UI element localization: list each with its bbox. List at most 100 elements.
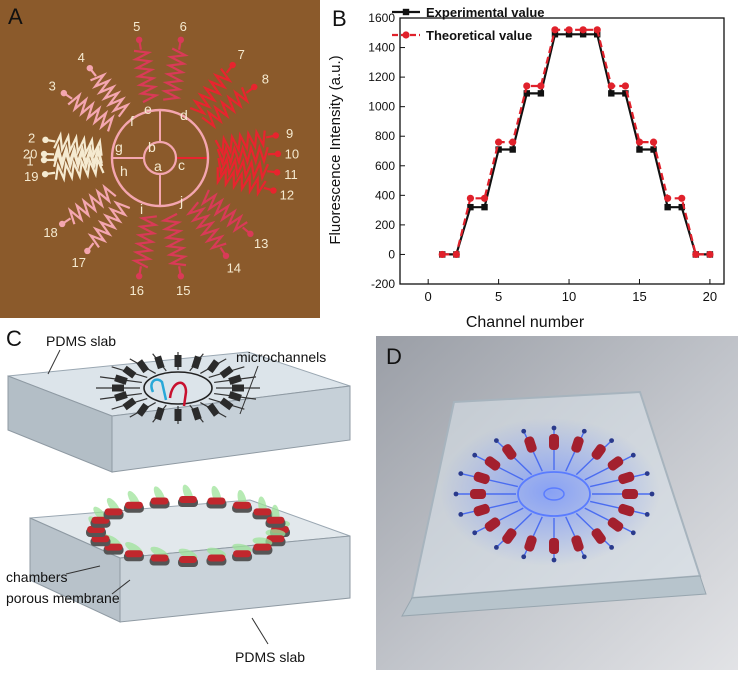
port-number: 18: [43, 225, 57, 240]
data-point: [481, 204, 487, 210]
port-inlet: [631, 530, 636, 535]
junction-letter: g: [115, 139, 123, 155]
serpentine-block: [232, 385, 244, 392]
port-number: 15: [176, 283, 190, 298]
port-inlet: [494, 438, 499, 443]
data-point: [523, 82, 530, 89]
chamber: [125, 550, 143, 557]
port-inlet: [521, 429, 526, 434]
junction-letter: i: [140, 201, 143, 217]
port-number: 7: [238, 47, 245, 62]
y-tick-label: -200: [371, 277, 395, 291]
port-inlet: [582, 429, 587, 434]
junction-letter: c: [178, 157, 185, 173]
port-number: 20: [23, 146, 37, 161]
port-inlet: [59, 221, 65, 227]
junction-letter: e: [144, 101, 152, 117]
data-point: [537, 82, 544, 89]
port-inlet: [178, 273, 184, 279]
port-inlet: [472, 530, 477, 535]
port-inlet: [645, 512, 650, 517]
chamber: [233, 502, 251, 509]
data-point: [580, 26, 587, 33]
legend-marker: [403, 9, 409, 15]
port-number: 3: [49, 78, 56, 93]
junction-letter: h: [120, 163, 128, 179]
chamber: [105, 508, 123, 515]
chamber: [549, 538, 559, 554]
data-point: [551, 26, 558, 33]
serpentine-block: [175, 355, 182, 367]
data-point: [706, 251, 713, 258]
y-tick-label: 400: [375, 188, 395, 202]
port-inlet: [273, 132, 279, 138]
data-point: [678, 195, 685, 202]
panel-c-label: C: [6, 326, 22, 352]
legend-label: Experimental value: [426, 5, 545, 20]
x-tick-label: 5: [495, 289, 502, 304]
y-tick-label: 1200: [368, 70, 395, 84]
port-inlet: [84, 248, 90, 254]
data-point: [538, 90, 544, 96]
data-point: [495, 139, 502, 146]
data-point: [481, 195, 488, 202]
port-inlet: [645, 471, 650, 476]
junction-letter: d: [180, 107, 188, 123]
x-axis-label: Channel number: [466, 314, 585, 331]
series-line: [442, 30, 710, 255]
y-tick-label: 600: [375, 159, 395, 173]
junction-letter: f: [130, 113, 134, 129]
pdms-bottom-leader: [252, 618, 268, 644]
x-tick-label: 20: [703, 289, 717, 304]
port-number: 14: [227, 260, 241, 275]
device-photo-svg: [372, 336, 742, 672]
y-tick-label: 0: [388, 247, 395, 261]
chamber: [207, 555, 225, 562]
data-point: [650, 139, 657, 146]
port-inlet: [87, 65, 93, 71]
port-inlet: [247, 231, 253, 237]
port-number: 6: [180, 19, 187, 34]
chamber: [253, 544, 271, 551]
panel-c-exploded-schematic: PDMS slab microchannels chambers porous …: [0, 322, 372, 676]
chambers-annotation: chambers: [6, 569, 67, 585]
port-number: 8: [262, 72, 269, 87]
data-point: [664, 204, 670, 210]
port-inlet: [274, 169, 280, 175]
serpentine-block: [175, 409, 182, 421]
data-point: [509, 139, 516, 146]
y-tick-label: 1000: [368, 100, 395, 114]
port-number: 5: [133, 19, 140, 34]
port-inlet: [609, 545, 614, 550]
port-inlet: [42, 137, 48, 143]
pdms-top-annotation: PDMS slab: [46, 333, 116, 349]
chamber: [179, 496, 197, 503]
data-point: [439, 251, 446, 258]
port-inlet: [521, 554, 526, 559]
panel-a-label: A: [8, 4, 23, 30]
data-point: [664, 195, 671, 202]
chamber: [253, 508, 271, 515]
panel-b-label: B: [332, 6, 347, 32]
chamber: [233, 550, 251, 557]
port-number: 19: [24, 169, 38, 184]
port-number: 17: [71, 255, 85, 270]
junction-letter: a: [154, 158, 162, 174]
series-line: [442, 34, 710, 254]
plot-frame: [400, 18, 724, 284]
y-axis-label: Fluorescence Intensity (a.u.): [327, 55, 344, 244]
chamber: [151, 497, 169, 504]
chamber: [179, 556, 197, 563]
chamber: [266, 517, 284, 524]
port-inlet: [251, 84, 257, 90]
panel-d-device-photo: D: [372, 336, 742, 672]
data-point: [467, 195, 474, 202]
port-inlet: [229, 62, 235, 68]
port-inlet: [631, 453, 636, 458]
junction-letter: j: [179, 193, 183, 209]
port-number: 2: [28, 131, 35, 146]
